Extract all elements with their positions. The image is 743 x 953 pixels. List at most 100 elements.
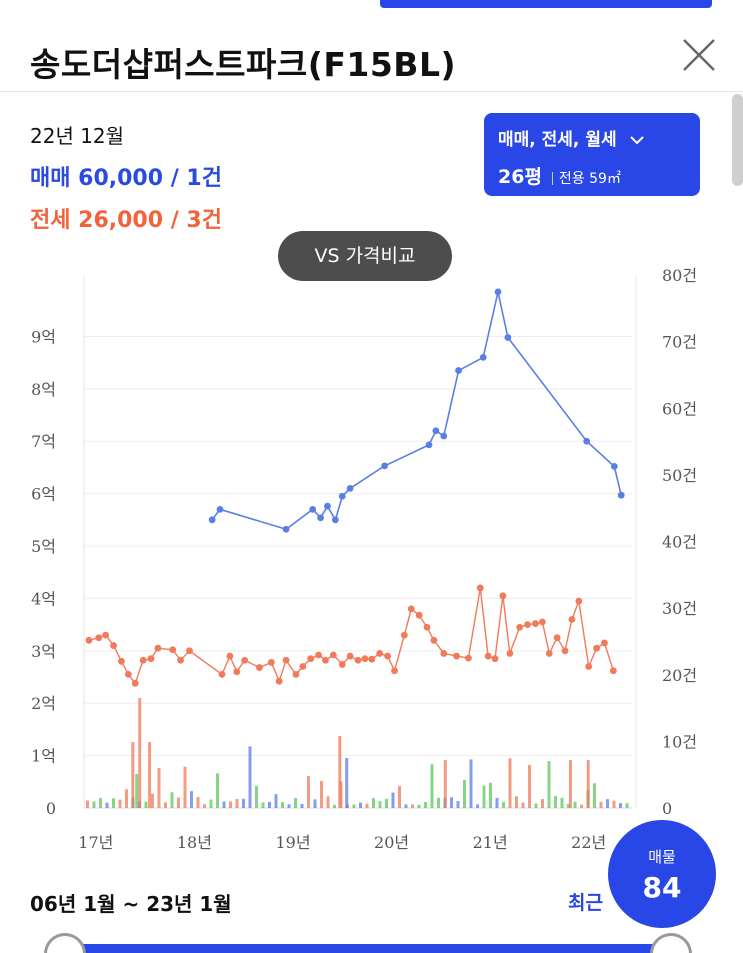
- volume-bar: [515, 796, 518, 808]
- x-tick: 22년: [571, 833, 606, 852]
- sale-point: [282, 525, 290, 533]
- volume-bar: [554, 796, 557, 808]
- jeonse-point: [131, 679, 139, 687]
- close-icon: [683, 39, 715, 71]
- y-left-tick: 6억: [31, 485, 56, 504]
- listing-label: 매물: [648, 848, 676, 866]
- volume-bar: [489, 782, 492, 808]
- y-right-tick: 30건: [662, 599, 697, 618]
- volume-bar: [144, 801, 148, 808]
- volume-bar: [190, 791, 193, 808]
- jeonse-point: [593, 644, 600, 652]
- jeonse-point: [241, 656, 249, 664]
- jeonse-point: [476, 584, 484, 592]
- listing-count: 84: [642, 871, 682, 904]
- trade-type-filter[interactable]: 매매, 전세, 월세 26평 전용 59㎡: [484, 113, 700, 196]
- period-range: 06년 1월 ~ 23년 1월: [30, 892, 232, 916]
- volume-bar: [203, 804, 206, 808]
- sale-point: [317, 514, 324, 522]
- jeonse-point: [391, 667, 398, 675]
- page-title: 송도더샵퍼스트파크(F15BL): [30, 45, 457, 84]
- volume-bar: [521, 802, 525, 808]
- jeonse-point: [110, 642, 117, 649]
- x-tick: 20년: [374, 833, 409, 852]
- jeonse-point: [384, 652, 391, 660]
- volume-bar: [183, 766, 187, 808]
- jeonse-point: [169, 646, 177, 654]
- jeonse-point: [85, 636, 93, 644]
- volume-bar: [359, 802, 362, 808]
- range-handle-end[interactable]: [650, 933, 692, 953]
- volume-bar: [502, 802, 505, 808]
- volume-bar: [338, 736, 342, 808]
- y-left-tick: 5억: [31, 537, 56, 556]
- volume-bar: [528, 764, 531, 808]
- range-handle-start[interactable]: [44, 933, 86, 953]
- chart-lines: [85, 288, 625, 687]
- jeonse-point: [139, 656, 147, 664]
- x-tick: 19년: [275, 833, 310, 852]
- volume-bar: [255, 785, 258, 808]
- volume-bar: [625, 803, 629, 808]
- sale-point: [432, 427, 440, 435]
- sale-point: [617, 491, 625, 499]
- y-left-tick: 1억: [31, 747, 56, 766]
- volume-bar: [222, 801, 226, 808]
- scrollbar[interactable]: [732, 94, 743, 186]
- volume-bar: [248, 746, 252, 808]
- volume-bar: [333, 804, 336, 808]
- sale-point: [425, 441, 433, 449]
- sale-point: [479, 353, 487, 361]
- compare-button[interactable]: VS 가격비교: [278, 231, 452, 281]
- volume-bar: [482, 785, 486, 808]
- jeonse-point: [601, 639, 608, 647]
- y-right-tick: 60건: [662, 399, 697, 418]
- sale-point: [216, 505, 224, 513]
- jeonse-point: [545, 650, 553, 657]
- jeonse-point: [147, 655, 155, 663]
- volume-bar: [612, 800, 616, 808]
- jeonse-point: [218, 670, 226, 678]
- volume-bar: [138, 698, 142, 808]
- jeonse-point: [553, 634, 561, 642]
- sale-point: [455, 367, 462, 374]
- jeonse-point: [177, 656, 185, 664]
- jeonse-point: [423, 623, 431, 631]
- volume-bar: [365, 803, 369, 808]
- volume-bar: [463, 779, 466, 808]
- jeonse-point: [346, 652, 354, 660]
- volume-bar: [300, 803, 304, 808]
- close-button[interactable]: [676, 32, 722, 78]
- jeonse-point: [609, 667, 617, 675]
- jeonse-point: [524, 621, 531, 629]
- filter-size-row: 26평 전용 59㎡: [498, 162, 686, 189]
- jeonse-point: [465, 654, 472, 662]
- header: 송도더샵퍼스트파크(F15BL): [0, 8, 743, 92]
- volume-bar: [268, 801, 271, 808]
- chart-ticks: 0 1억 2억 3억 4억 5억 6억 7억 8억 9억 0 10건 20건 30건 40건 50건 60건 70…: [31, 266, 697, 852]
- jeonse-point: [267, 658, 275, 666]
- sale-point: [504, 334, 512, 341]
- volume-bar: [573, 801, 577, 808]
- y-left-tick: 9억: [31, 327, 56, 346]
- sale-point: [583, 437, 591, 445]
- listing-button[interactable]: 매물 84: [608, 820, 716, 928]
- price-chart[interactable]: 0 1억 2억 3억 4억 5억 6억 7억 8억 9억 0 10건 20건 30건 40건 50건 60건 70…: [0, 255, 743, 855]
- jeonse-point: [561, 647, 569, 655]
- volume-bar: [424, 801, 427, 808]
- y-left-tick: 7억: [31, 432, 56, 451]
- jeonse-point: [186, 647, 193, 655]
- volume-bar: [476, 804, 479, 808]
- jeonse-point: [292, 670, 300, 678]
- summary-date: 22년 12월: [30, 124, 125, 148]
- filter-types: 매매, 전세, 월세: [498, 130, 617, 150]
- volume-bar: [118, 799, 122, 808]
- jeonse-point: [575, 597, 583, 605]
- recent-button[interactable]: 최근: [568, 892, 603, 914]
- volume-bar: [242, 798, 245, 808]
- sale-point: [381, 462, 389, 470]
- period-range-track[interactable]: [64, 944, 672, 953]
- chart-grid: [83, 275, 637, 809]
- volume-bar: [131, 742, 135, 808]
- jeonse-summary: 전세 26,000 / 3건: [30, 208, 222, 233]
